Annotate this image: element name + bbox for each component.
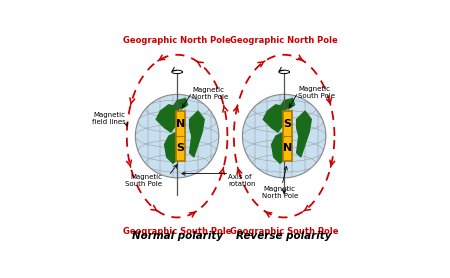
Text: Geographic South Pole: Geographic South Pole — [123, 227, 231, 236]
FancyBboxPatch shape — [176, 111, 185, 161]
Text: N: N — [283, 143, 292, 153]
Text: S: S — [284, 119, 291, 129]
Text: Magnetic
South Pole: Magnetic South Pole — [298, 86, 335, 99]
Text: Reverse polarity: Reverse polarity — [236, 231, 332, 241]
Polygon shape — [165, 132, 183, 163]
Text: Geographic North Pole: Geographic North Pole — [230, 36, 338, 45]
Polygon shape — [263, 105, 288, 132]
Polygon shape — [189, 111, 204, 157]
Text: N: N — [176, 119, 185, 129]
Polygon shape — [297, 111, 311, 157]
Text: Axis of
rotation: Axis of rotation — [229, 173, 256, 187]
Text: Magnetic
South Pole: Magnetic South Pole — [125, 173, 162, 187]
Polygon shape — [280, 98, 295, 109]
Circle shape — [135, 94, 219, 178]
FancyBboxPatch shape — [283, 111, 292, 161]
Text: Geographic North Pole: Geographic North Pole — [123, 36, 231, 45]
Text: Magnetic
North Pole: Magnetic North Pole — [192, 87, 228, 100]
Text: Magnetic
North Pole: Magnetic North Pole — [262, 187, 298, 199]
Polygon shape — [272, 132, 290, 163]
Text: Geographic South Pole: Geographic South Pole — [230, 227, 338, 236]
Text: Normal polarity: Normal polarity — [131, 231, 223, 241]
Circle shape — [243, 94, 326, 178]
Polygon shape — [173, 98, 188, 109]
Text: S: S — [176, 143, 184, 153]
Text: Magnetic
field lines: Magnetic field lines — [92, 113, 126, 125]
Polygon shape — [156, 105, 181, 132]
